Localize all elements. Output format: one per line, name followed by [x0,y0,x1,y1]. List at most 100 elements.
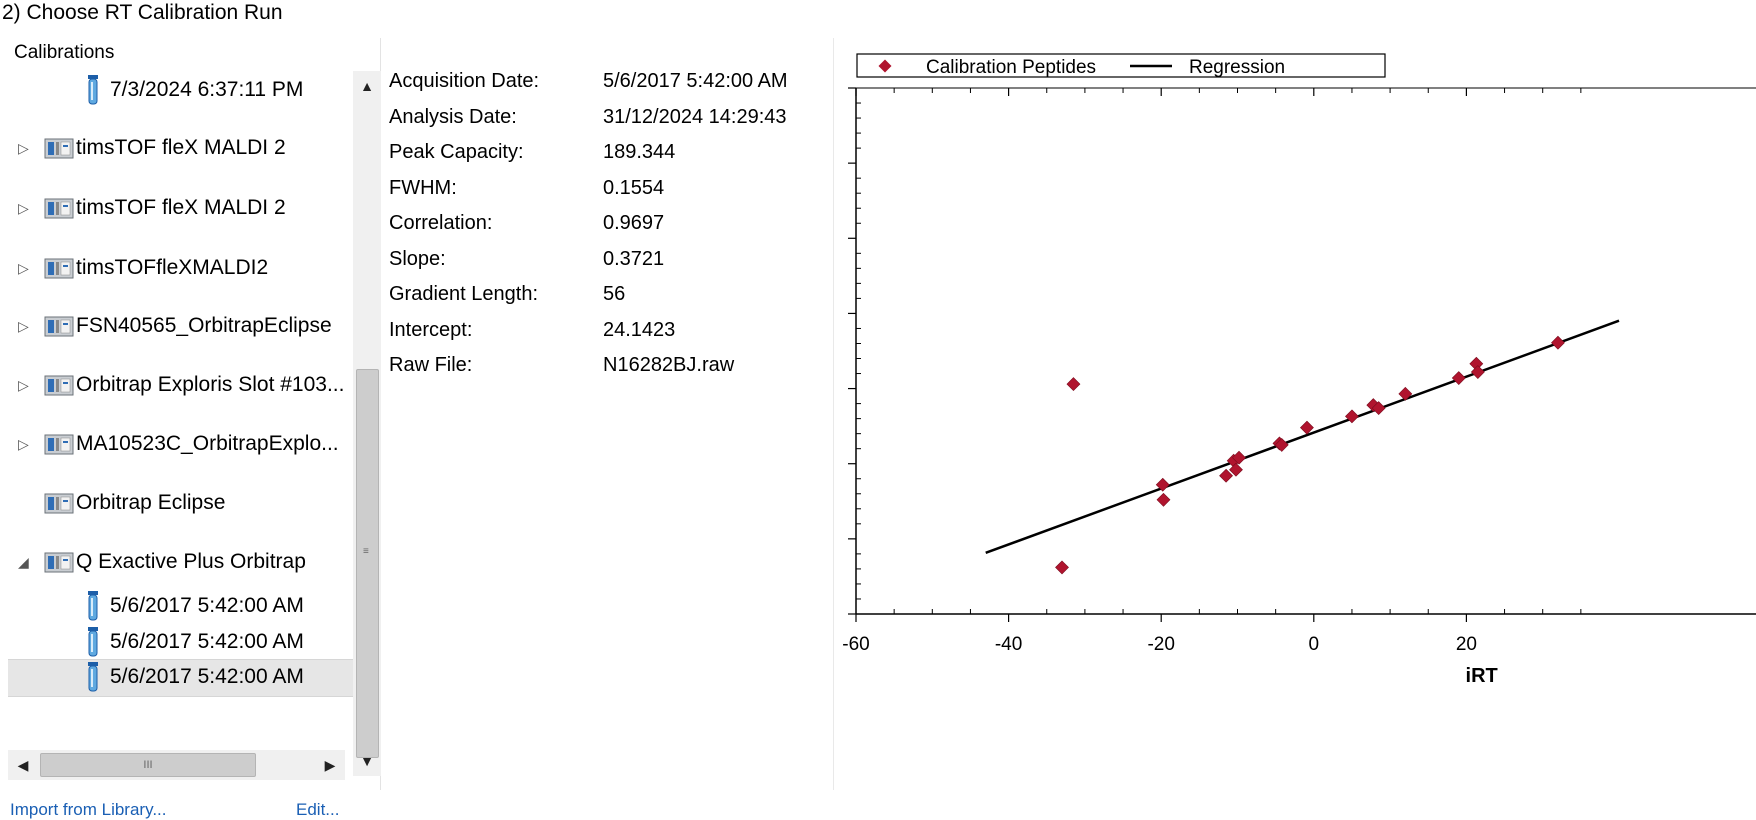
tree-item-label: timsTOFfleXMALDI2 [76,256,269,279]
detail-value: 56 [603,283,626,305]
detail-label: Peak Capacity: [389,141,524,163]
panel-divider [833,38,834,790]
expand-arrow-icon[interactable]: ▷ [18,260,29,276]
horizontal-scroll-thumb[interactable]: III [40,753,256,777]
vertical-scroll-thumb[interactable]: ≡ [356,369,379,758]
calibration-chart: 010203040506070-60-40-20020iRTRetention … [840,38,1756,814]
tree-item[interactable]: ▷ MA10523C_OrbitrapExplo... [8,427,353,463]
x-tick-label: -60 [842,634,869,655]
vertical-scrollbar[interactable]: ▲ ≡ ▼ [353,71,381,776]
calibration-peptide-point [1155,477,1170,492]
detail-label: Acquisition Date: [389,70,540,92]
calibration-peptide-point [1229,462,1243,477]
tree-item[interactable]: ▷ timsTOF fleX MALDI 2 [8,131,353,167]
collapse-arrow-icon[interactable]: ◢ [18,554,29,570]
tree-item-label: 5/6/2017 5:42:00 AM [110,665,304,688]
x-tick-label: 0 [1309,634,1320,655]
expand-arrow-icon[interactable]: ▷ [18,436,29,452]
plot-area [985,319,1620,575]
tree-item-label: 5/6/2017 5:42:00 AM [110,630,304,653]
calibrations-tree-panel: Calibrations 7/3/2024 6:37:11 PM ▷ timsTOF… [8,38,381,790]
tree-item[interactable]: 5/6/2017 5:42:00 AM [8,625,353,661]
vial-icon [88,627,98,657]
detail-label: Gradient Length: [389,283,538,305]
legend-box [856,53,1386,78]
import-from-library-link[interactable]: Import from Library... [10,800,167,819]
grip-icon: ≡ [363,546,369,557]
expand-arrow-icon[interactable]: ▷ [18,377,29,393]
detail-value: 5/6/2017 5:42:00 AM [603,70,788,92]
calibration-peptide-point [1219,468,1233,483]
legend-label-regression: Regression [1189,57,1285,78]
calibration-peptide-point [1371,401,1386,416]
x-tick-label: 20 [1456,634,1477,655]
detail-value: 189.344 [603,141,676,163]
calibration-peptide-point [1156,492,1171,507]
calibration-peptide-point [1470,365,1485,379]
calibration-chart-svg: 010203040506070-60-40-20020iRTRetention … [842,53,1756,687]
expand-arrow-icon[interactable]: ▷ [18,140,29,156]
detail-label: Intercept: [389,318,473,341]
detail-value: N16282BJ.raw [603,354,735,376]
tree-item-label: timsTOF fleX MALDI 2 [76,136,286,159]
instrument-icon [44,375,74,396]
detail-value: 0.1554 [603,176,665,199]
tree-item[interactable]: Orbitrap Eclipse [8,486,353,522]
legend-marker-diamond [878,59,892,73]
tree-item[interactable]: ▷ FSN40565_OrbitrapEclipse [8,309,353,345]
vial-icon [88,591,98,621]
detail-label: Raw File: [389,354,473,376]
instrument-icon [44,198,74,219]
instrument-icon [44,434,74,455]
detail-value: 31/12/2024 14:29:43 [603,105,787,128]
x-axis-label: iRT [1466,665,1498,687]
instrument-icon [44,552,74,573]
scroll-right-arrow-icon[interactable]: ▶ [324,757,336,773]
instrument-icon [44,258,74,279]
x-tick-label: -20 [1147,634,1174,655]
tree-item[interactable]: ◢ Q Exactive Plus Orbitrap [8,545,353,581]
calibration-peptide-point [1066,377,1081,391]
scroll-up-arrow-icon[interactable]: ▲ [360,78,374,94]
calibration-peptide-point [1300,420,1314,435]
calibrations-tree[interactable]: 7/3/2024 6:37:11 PM ▷ timsTOF fleX MALDI 2… [8,71,353,741]
chart-legend: Calibration Peptides Regression [856,53,1386,78]
calibration-peptide-point [1055,560,1069,575]
tree-item[interactable]: 5/6/2017 5:42:00 AM [8,589,353,625]
edit-link[interactable]: Edit... [296,800,340,819]
x-tick-label: -40 [995,634,1022,655]
tree-item-label: Orbitrap Exploris Slot #103... [76,373,345,396]
calibration-peptide-point [1451,371,1466,385]
instrument-icon [44,316,74,337]
tree-item[interactable]: ▷ Orbitrap Exploris Slot #103... [8,368,353,404]
vial-icon [88,75,98,105]
scroll-down-arrow-icon[interactable]: ▼ [360,753,374,769]
expand-arrow-icon[interactable]: ▷ [18,318,29,334]
calibration-peptide-point [1345,409,1359,424]
tree-item-label: timsTOF fleX MALDI 2 [76,196,286,219]
calibration-peptide-point [1232,450,1246,465]
tree-item[interactable]: 7/3/2024 6:37:11 PM [8,73,353,109]
detail-label: FWHM: [389,176,457,199]
detail-value: 0.3721 [603,247,665,270]
tree-item-label: 7/3/2024 6:37:11 PM [110,78,304,101]
scroll-left-arrow-icon[interactable]: ◀ [17,757,29,773]
instrument-icon [44,493,74,514]
tree-item-label: Q Exactive Plus Orbitrap [76,550,306,573]
calibration-peptide-point [1398,386,1413,401]
expand-arrow-icon[interactable]: ▷ [18,200,29,216]
tree-item[interactable]: ▷ timsTOFfleXMALDI2 [8,251,353,287]
detail-label: Analysis Date: [389,105,517,128]
tree-item-label: FSN40565_OrbitrapEclipse [76,314,332,337]
tree-item[interactable]: 5/6/2017 5:42:00 AM [8,659,353,697]
detail-value: 24.1423 [603,318,676,341]
detail-label: Slope: [389,247,446,270]
tree-item[interactable]: ▷ timsTOF fleX MALDI 2 [8,191,353,227]
step-title: 2) Choose RT Calibration Run [2,1,283,24]
legend-label-calibration-peptides: Calibration Peptides [926,57,1096,78]
calibration-peptide-point [1551,335,1565,350]
instrument-icon [44,138,74,159]
horizontal-scrollbar[interactable]: ◀ III ▶ [8,750,345,780]
calibration-peptide-point [1274,438,1289,452]
detail-value: 0.9697 [603,212,665,234]
